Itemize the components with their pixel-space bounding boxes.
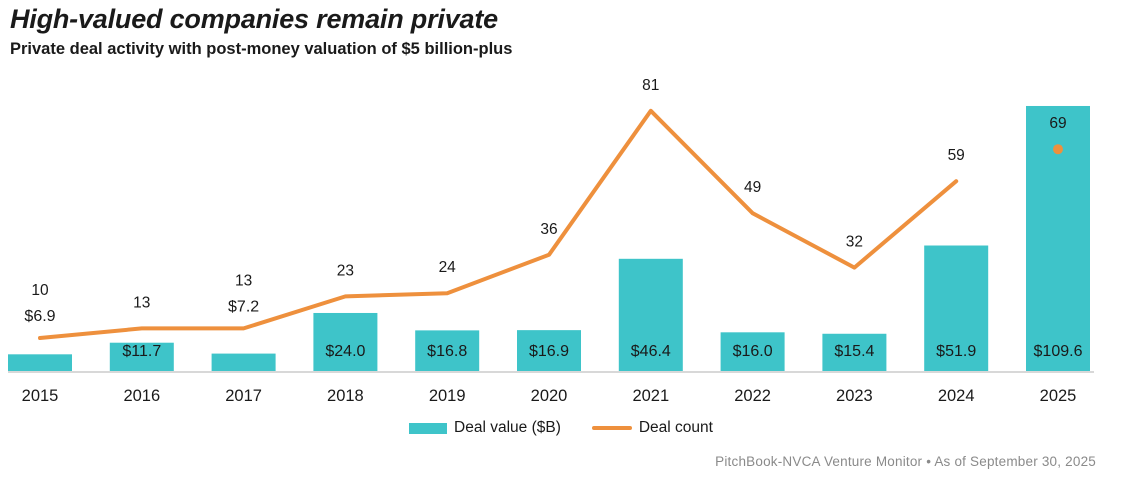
- deal-count-label-2016: 13: [133, 294, 150, 311]
- deal-count-label-2022: 49: [744, 179, 761, 196]
- deal-value-bar-2023: [822, 333, 887, 371]
- x-tick-2024: 2024: [938, 387, 975, 405]
- deal-value-label-2018: $24.0: [325, 343, 365, 360]
- deal-count-label-2020: 36: [540, 221, 557, 238]
- x-tick-2022: 2022: [734, 387, 771, 405]
- deal-value-label-2017: $7.2: [228, 298, 259, 315]
- deal-value-label-2020: $16.9: [529, 343, 569, 360]
- deal-value-bar-2017: [211, 353, 276, 371]
- deal-count-point-2025: [1053, 144, 1063, 155]
- deal-value-label-2025: $109.6: [1034, 343, 1083, 360]
- deal-value-bar-2019: [415, 330, 480, 371]
- deal-value-label-2021: $46.4: [631, 343, 671, 360]
- deal-value-label-2022: $16.0: [733, 343, 773, 360]
- deal-count-legend-swatch: [591, 426, 632, 430]
- deal-value-label-2024: $51.9: [936, 343, 976, 360]
- x-tick-2017: 2017: [225, 387, 262, 405]
- x-tick-2015: 2015: [22, 387, 59, 405]
- deal-value-bar-2018: [313, 312, 378, 371]
- deal-value-bar-2021: [618, 258, 683, 371]
- x-tick-2016: 2016: [123, 387, 160, 405]
- deal-value-legend-swatch: [409, 422, 448, 434]
- deal-count-label-2019: 24: [439, 259, 457, 276]
- x-tick-2023: 2023: [836, 387, 873, 405]
- combo-chart-area: $6.9 10 2015 $11.7 13 2016 $7.2 13 2017 $24.0 23 20…: [0, 70, 1122, 410]
- deal-count-label-2017: 13: [235, 272, 252, 289]
- deal-value-bar-2015: [8, 354, 72, 371]
- deal-count-label-2015: 10: [31, 282, 49, 299]
- deal-count-legend-label: Deal count: [638, 419, 713, 436]
- deal-count-label-2018: 23: [337, 262, 354, 279]
- legend: Deal value ($B) Deal count: [0, 419, 1122, 437]
- x-tick-2019: 2019: [429, 387, 466, 405]
- x-tick-2020: 2020: [531, 387, 568, 405]
- deal-value-bar-2022: [720, 332, 785, 371]
- x-tick-2021: 2021: [632, 387, 669, 405]
- chart-subtitle: Private deal activity with post-money va…: [10, 40, 513, 58]
- deal-count-label-2023: 32: [846, 234, 863, 251]
- x-tick-2025: 2025: [1040, 387, 1077, 405]
- deal-value-bar-2020: [517, 330, 581, 371]
- source-attribution: PitchBook-NVCA Venture Monitor • As of S…: [715, 454, 1096, 469]
- deal-value-label-2015: $6.9: [24, 308, 55, 325]
- deal-value-bar-2016: [109, 342, 174, 371]
- deal-value-bar-2024: [924, 245, 989, 371]
- deal-value-label-2019: $16.8: [427, 343, 467, 360]
- deal-value-legend-label: Deal value ($B): [454, 419, 561, 436]
- deal-value-label-2023: $15.4: [834, 343, 874, 360]
- deal-value-label-2016: $11.7: [122, 343, 161, 360]
- x-tick-2018: 2018: [327, 387, 364, 405]
- deal-count-label-2021: 81: [642, 77, 659, 94]
- chart-title: High-valued companies remain private: [10, 4, 498, 34]
- deal-count-line: [38, 108, 959, 340]
- deal-count-label-2024: 59: [948, 147, 965, 164]
- combo-chart-svg: $6.9 10 2015 $11.7 13 2016 $7.2 13 2017 $24.0 23 20…: [8, 77, 1094, 405]
- deal-count-label-2025: 69: [1049, 115, 1066, 132]
